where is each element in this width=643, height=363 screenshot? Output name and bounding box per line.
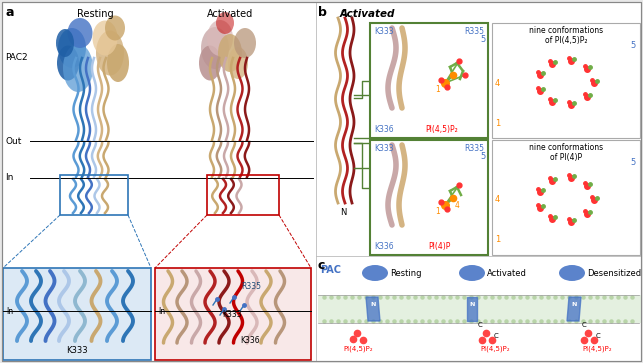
- Text: 1: 1: [435, 85, 440, 94]
- Text: In: In: [5, 174, 14, 183]
- Text: PAC2: PAC2: [5, 53, 28, 62]
- Text: R335: R335: [464, 144, 484, 153]
- Text: Resting: Resting: [390, 269, 422, 277]
- Text: of PI(4)P: of PI(4)P: [550, 153, 582, 162]
- Ellipse shape: [96, 30, 124, 76]
- Text: K336: K336: [374, 125, 394, 134]
- Text: N: N: [370, 302, 376, 307]
- Ellipse shape: [362, 265, 388, 281]
- Text: PI(4,5)P₂: PI(4,5)P₂: [425, 125, 458, 134]
- Bar: [492, 23, 640, 138]
- Text: K333: K333: [374, 27, 394, 36]
- Ellipse shape: [199, 45, 221, 81]
- Text: c: c: [318, 259, 325, 272]
- Ellipse shape: [105, 16, 125, 41]
- Ellipse shape: [63, 44, 93, 92]
- Text: R335: R335: [464, 27, 484, 36]
- Ellipse shape: [57, 45, 79, 81]
- Text: nine conformations: nine conformations: [529, 26, 603, 35]
- Bar: [3, 268, 151, 360]
- Text: PI(4)P: PI(4)P: [428, 242, 450, 251]
- Bar: [370, 140, 488, 255]
- Text: of PI(4,5)P₂: of PI(4,5)P₂: [545, 36, 587, 45]
- Bar: [155, 268, 311, 360]
- Ellipse shape: [459, 265, 485, 281]
- Text: K336: K336: [240, 336, 260, 345]
- Ellipse shape: [58, 28, 86, 68]
- Text: 1: 1: [495, 118, 500, 127]
- Text: K336: K336: [374, 242, 394, 251]
- Ellipse shape: [218, 34, 242, 72]
- Ellipse shape: [201, 27, 229, 69]
- Bar: [492, 140, 640, 255]
- Text: R335: R335: [241, 282, 261, 291]
- Text: C: C: [340, 8, 346, 17]
- Text: 5: 5: [631, 41, 636, 50]
- Ellipse shape: [207, 20, 233, 56]
- Ellipse shape: [56, 29, 74, 57]
- Text: 5: 5: [631, 158, 636, 167]
- Text: 4: 4: [455, 201, 460, 210]
- Ellipse shape: [68, 18, 93, 48]
- Ellipse shape: [228, 47, 248, 79]
- Text: In: In: [6, 306, 13, 315]
- Text: K333: K333: [66, 346, 88, 355]
- Text: 4: 4: [495, 196, 500, 204]
- Ellipse shape: [559, 265, 585, 281]
- Text: a: a: [6, 6, 15, 19]
- Text: C: C: [494, 333, 499, 339]
- Bar: [60, 175, 128, 215]
- Text: C: C: [596, 333, 601, 339]
- Polygon shape: [366, 297, 380, 321]
- Text: PAC: PAC: [320, 265, 341, 275]
- Text: Activated: Activated: [207, 9, 253, 19]
- Polygon shape: [467, 297, 477, 321]
- Text: PI(4,5)P₂: PI(4,5)P₂: [343, 345, 373, 351]
- Text: 1: 1: [495, 236, 500, 245]
- Text: PI(4,5)P₂: PI(4,5)P₂: [582, 345, 611, 351]
- Text: Out: Out: [5, 136, 21, 146]
- Text: N: N: [572, 302, 577, 307]
- Text: K333: K333: [222, 310, 242, 319]
- Text: C: C: [478, 322, 483, 328]
- Text: 5: 5: [481, 152, 486, 161]
- Ellipse shape: [107, 44, 129, 82]
- Text: Resting: Resting: [77, 9, 113, 19]
- Text: C: C: [582, 322, 587, 328]
- Text: N: N: [340, 208, 346, 217]
- Bar: [318, 295, 641, 323]
- Bar: [370, 23, 488, 138]
- Text: b: b: [318, 6, 327, 19]
- Ellipse shape: [216, 12, 234, 34]
- Text: PI(4,5)P₂: PI(4,5)P₂: [480, 345, 510, 351]
- Text: Desensitized: Desensitized: [587, 269, 641, 277]
- Text: K333: K333: [374, 144, 394, 153]
- Text: Activated: Activated: [340, 9, 395, 19]
- Ellipse shape: [234, 28, 256, 58]
- Text: Activated: Activated: [487, 269, 527, 277]
- Bar: [207, 175, 279, 215]
- Ellipse shape: [93, 20, 118, 56]
- Text: In: In: [158, 306, 165, 315]
- Text: 5: 5: [481, 35, 486, 44]
- Text: nine conformations: nine conformations: [529, 143, 603, 152]
- Text: 1: 1: [435, 207, 440, 216]
- Polygon shape: [567, 297, 581, 321]
- Text: 4: 4: [495, 78, 500, 87]
- Text: N: N: [469, 302, 475, 307]
